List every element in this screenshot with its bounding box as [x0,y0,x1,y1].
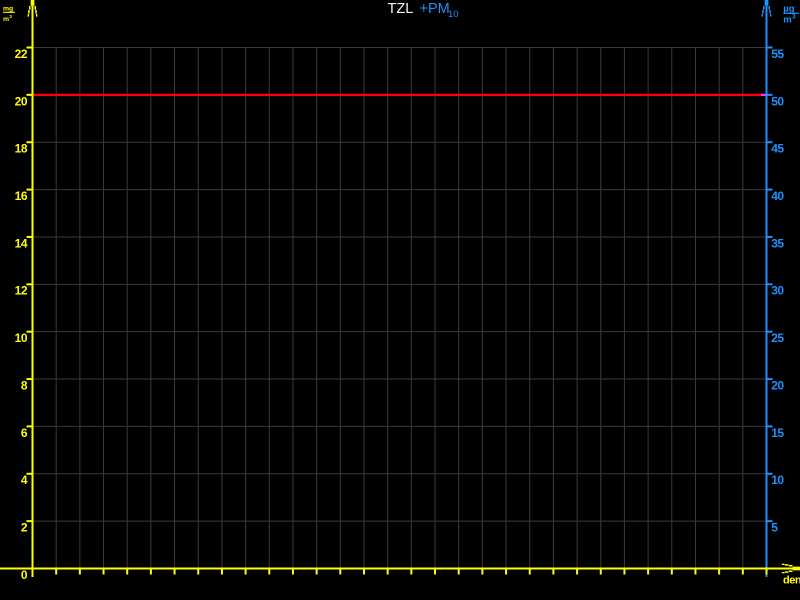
svg-text:5: 5 [771,521,778,535]
svg-text:mg: mg [3,5,13,12]
svg-text:12: 12 [15,284,28,298]
svg-text:2: 2 [21,521,28,535]
svg-text:m: m [783,15,791,26]
svg-text:m: m [3,16,9,23]
svg-text:14: 14 [15,236,28,250]
svg-text:6: 6 [21,426,28,440]
svg-text:16: 16 [15,189,28,203]
svg-text:30: 30 [771,284,784,298]
svg-text:10: 10 [15,331,28,345]
svg-text:8: 8 [21,378,28,392]
svg-text:10: 10 [771,473,784,487]
svg-text:4: 4 [21,473,28,487]
svg-text:den: den [783,575,800,587]
svg-text:35: 35 [771,236,784,250]
svg-text:18: 18 [15,142,28,156]
svg-text:+PM: +PM [420,1,450,17]
svg-text:20: 20 [771,378,784,392]
svg-text:15: 15 [771,426,784,440]
svg-text:22: 22 [15,47,28,61]
svg-text:0: 0 [21,568,28,582]
svg-text:TZL: TZL [388,1,414,17]
svg-text:50: 50 [771,94,784,108]
svg-text:10: 10 [448,9,459,20]
svg-text:45: 45 [771,142,784,156]
svg-text:55: 55 [771,47,784,61]
svg-text:40: 40 [771,189,784,203]
svg-text:20: 20 [15,94,28,108]
svg-text:3: 3 [792,14,796,21]
svg-text:3: 3 [9,14,12,19]
svg-text:25: 25 [771,331,784,345]
